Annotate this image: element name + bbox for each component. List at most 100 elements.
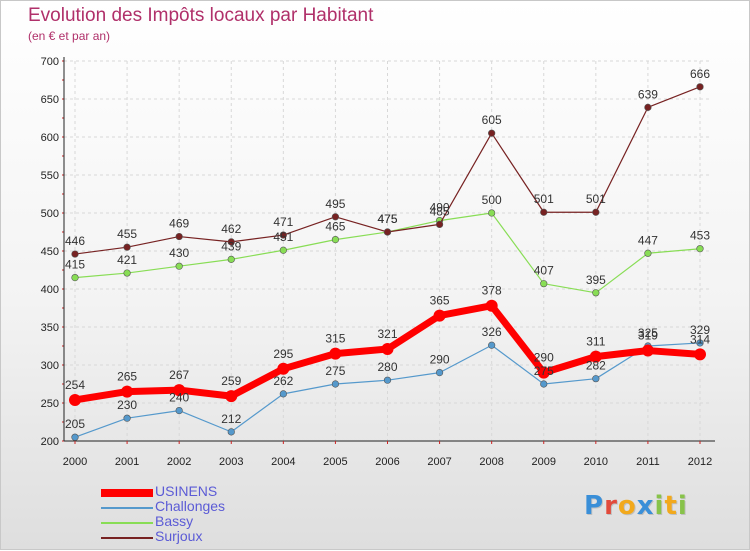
y-tick-label: 200 [41, 436, 59, 448]
data-label-usinens: 290 [534, 351, 554, 365]
data-label-usinens: 311 [586, 335, 605, 349]
y-tick-label: 250 [41, 398, 59, 410]
data-point-bassy [488, 209, 496, 217]
data-label-surjoux: 455 [117, 227, 137, 241]
data-label-usinens: 259 [221, 374, 241, 388]
legend-swatch [101, 489, 153, 497]
data-point-bassy [279, 246, 287, 254]
data-point-bassy [123, 269, 131, 277]
data-point-usinens [277, 362, 290, 375]
data-label-usinens: 321 [377, 327, 397, 341]
data-point-usinens [485, 299, 498, 312]
data-point-challonges [123, 414, 131, 422]
data-label-bassy: 415 [65, 258, 85, 272]
data-label-surjoux: 495 [325, 197, 345, 211]
data-label-usinens: 254 [65, 378, 85, 392]
data-point-bassy [696, 245, 704, 253]
data-point-bassy [592, 289, 600, 297]
y-tick-label: 300 [41, 360, 59, 372]
data-point-surjoux [644, 103, 652, 111]
data-label-bassy: 407 [534, 264, 554, 278]
legend-swatch [101, 522, 153, 524]
data-label-challonges: 275 [325, 364, 345, 378]
data-label-bassy: 395 [586, 273, 606, 287]
data-label-usinens: 314 [690, 332, 710, 346]
data-point-challonges [488, 341, 496, 349]
data-label-challonges: 280 [377, 360, 397, 374]
legend-label: Challonges [155, 498, 226, 514]
data-label-surjoux: 471 [273, 215, 293, 229]
legend-swatch [101, 537, 153, 539]
x-tick-label: 2008 [479, 456, 503, 468]
x-tick-label: 2006 [375, 456, 399, 468]
logo-letter: P [584, 491, 605, 521]
data-label-bassy: 490 [430, 201, 450, 215]
data-label-challonges: 329 [690, 323, 710, 337]
logo-letter: x [636, 491, 655, 521]
data-label-challonges: 325 [638, 326, 658, 340]
data-point-surjoux [175, 232, 183, 241]
data-label-surjoux: 639 [638, 87, 658, 101]
data-label-bassy: 465 [325, 220, 345, 234]
data-label-challonges: 205 [65, 417, 85, 431]
data-point-bassy [331, 236, 340, 244]
data-point-bassy [175, 262, 183, 270]
data-label-bassy: 475 [377, 212, 397, 226]
data-point-challonges [383, 376, 392, 384]
data-point-usinens [433, 309, 446, 322]
data-label-bassy: 500 [482, 193, 502, 207]
y-tick-label: 350 [41, 322, 59, 334]
data-label-usinens: 267 [169, 368, 189, 382]
data-point-usinens [173, 384, 186, 397]
data-point-surjoux [227, 238, 235, 246]
data-point-usinens [329, 347, 342, 360]
data-label-surjoux: 666 [690, 67, 710, 81]
logo-letter: t [664, 491, 678, 521]
data-point-usinens [694, 348, 706, 361]
x-tick-label: 2010 [584, 456, 608, 468]
data-point-bassy [227, 255, 235, 263]
y-tick-label: 650 [41, 94, 59, 106]
data-label-challonges: 275 [534, 364, 554, 378]
y-tick-label: 450 [41, 246, 59, 258]
data-label-bassy: 451 [273, 230, 293, 244]
data-point-challonges [696, 339, 704, 347]
data-label-challonges: 290 [430, 353, 450, 367]
data-point-usinens [121, 385, 134, 398]
logo-letter: i [677, 491, 688, 521]
x-tick-label: 2011 [636, 456, 660, 468]
data-label-surjoux: 469 [169, 217, 189, 231]
x-tick-label: 2004 [271, 456, 295, 468]
data-point-challonges [331, 380, 340, 388]
data-point-surjoux [71, 250, 79, 258]
data-label-usinens: 315 [325, 332, 345, 346]
data-label-surjoux: 446 [65, 234, 85, 248]
data-point-usinens [225, 390, 238, 403]
legend-swatch [101, 507, 153, 509]
x-tick-label: 2007 [427, 456, 451, 468]
logo-letter: o [617, 491, 637, 521]
data-label-surjoux: 501 [586, 192, 606, 206]
axis-layer: 200 250 300 350 400 450 500 550 600 650 700 2000 200… [41, 56, 715, 468]
data-point-challonges [71, 433, 79, 441]
data-point-surjoux [279, 231, 287, 239]
x-tick-label: 2009 [532, 456, 556, 468]
data-label-challonges: 262 [273, 374, 293, 388]
data-point-bassy [644, 249, 652, 257]
data-label-challonges: 240 [169, 391, 189, 405]
data-point-challonges [540, 380, 548, 388]
data-label-surjoux: 462 [221, 222, 241, 236]
x-tick-label: 2012 [688, 456, 712, 468]
data-label-challonges: 282 [586, 359, 606, 373]
data-point-usinens [537, 366, 550, 379]
data-point-surjoux [540, 208, 548, 216]
x-tick-label: 2003 [219, 456, 243, 468]
data-label-surjoux: 605 [482, 113, 502, 127]
y-tick-label: 500 [41, 208, 59, 220]
data-label-challonges: 212 [221, 412, 241, 426]
data-label-usinens: 378 [482, 284, 502, 298]
chart-subtitle: (en € et par an) [28, 29, 111, 43]
data-point-challonges [435, 369, 444, 377]
